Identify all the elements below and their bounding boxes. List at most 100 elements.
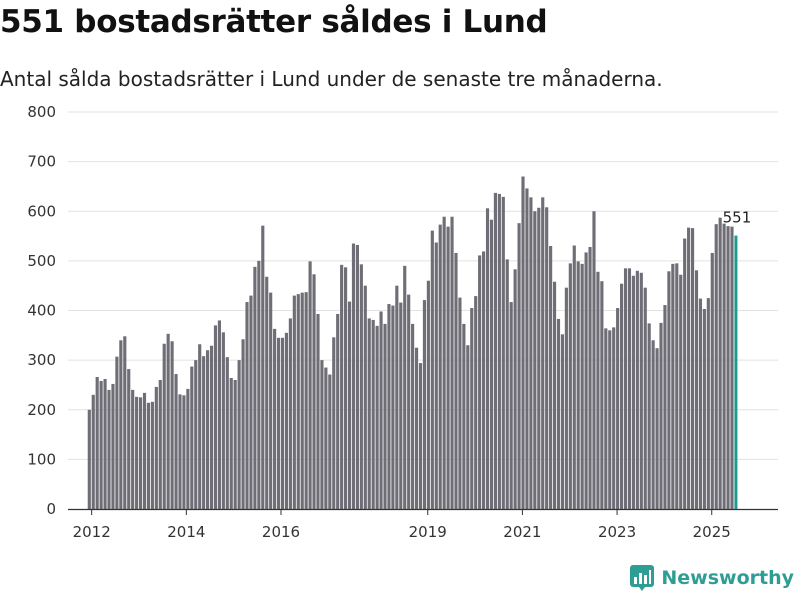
bar — [694, 270, 699, 509]
data-label-latest: 551 — [723, 209, 752, 227]
bar — [91, 394, 95, 509]
bar — [545, 207, 549, 509]
bar — [261, 225, 265, 510]
bar — [482, 251, 486, 510]
newsworthy-logo-icon — [630, 565, 655, 591]
bar — [667, 271, 671, 509]
bar — [107, 389, 111, 509]
bar — [525, 188, 529, 510]
bar — [438, 224, 442, 509]
bar — [675, 263, 679, 509]
bar — [253, 266, 257, 509]
x-tick-label: 2014 — [167, 523, 205, 541]
bar — [300, 292, 304, 509]
bar — [296, 294, 300, 509]
bar — [233, 379, 237, 509]
bar — [612, 327, 616, 509]
bar — [663, 305, 667, 509]
bar — [411, 323, 415, 509]
bar — [119, 340, 123, 509]
bar — [359, 264, 363, 509]
bar — [379, 311, 383, 509]
bar — [142, 392, 147, 509]
bar — [639, 272, 643, 509]
bar — [316, 313, 320, 509]
bar — [616, 308, 620, 509]
bar — [403, 265, 407, 509]
bar — [458, 297, 462, 509]
bar — [647, 323, 651, 509]
bar — [328, 374, 332, 509]
bar — [643, 287, 647, 509]
bar — [418, 363, 423, 509]
bar — [414, 347, 419, 509]
y-tick-label: 0 — [46, 500, 56, 518]
bar — [170, 341, 174, 509]
bar — [375, 325, 379, 509]
bar — [135, 396, 139, 509]
bar — [651, 340, 655, 509]
bar — [541, 197, 545, 510]
bar — [355, 244, 359, 509]
bar — [399, 302, 403, 509]
bar — [631, 275, 635, 509]
bar — [269, 292, 273, 509]
bar-latest — [734, 235, 738, 509]
bar — [304, 292, 308, 509]
y-tick-label: 400 — [27, 302, 56, 320]
bar — [493, 192, 497, 510]
bar — [229, 377, 233, 509]
bar — [371, 319, 375, 509]
bar — [87, 409, 91, 509]
bar — [265, 276, 269, 509]
bar — [702, 309, 706, 509]
bar — [340, 264, 344, 509]
bar — [485, 208, 490, 509]
bar — [604, 328, 608, 509]
bar — [623, 268, 628, 509]
y-tick-label: 200 — [27, 401, 56, 419]
bar — [221, 332, 225, 509]
bar — [347, 301, 352, 509]
annotations: 551 — [723, 209, 752, 227]
bar — [206, 350, 210, 509]
page-subtitle: Antal sålda bostadsrätter i Lund under d… — [0, 67, 663, 91]
bar — [308, 261, 312, 509]
bar — [213, 325, 218, 509]
bar — [111, 383, 115, 509]
x-tick-label: 2019 — [409, 523, 447, 541]
bar — [706, 298, 710, 509]
bar — [442, 216, 446, 510]
bar — [150, 401, 154, 509]
bar — [552, 281, 557, 509]
x-tick-label: 2016 — [262, 523, 300, 541]
bar — [600, 281, 604, 509]
bar — [730, 226, 734, 510]
bar — [324, 367, 328, 509]
bar — [363, 285, 367, 509]
bars — [87, 176, 738, 510]
bar — [568, 263, 572, 509]
bar — [131, 389, 135, 509]
bar — [257, 260, 261, 509]
bar — [430, 230, 434, 509]
bar — [690, 228, 695, 509]
bar — [533, 211, 537, 509]
bar — [470, 308, 474, 509]
bar — [178, 394, 182, 509]
bar — [655, 348, 659, 509]
bar — [584, 252, 588, 509]
brand-name: Newsworthy — [661, 567, 794, 589]
bar — [407, 294, 411, 509]
bar — [588, 246, 592, 510]
bar — [154, 386, 158, 509]
bar — [241, 339, 245, 509]
bar — [95, 376, 99, 509]
bar — [115, 356, 119, 509]
bar — [635, 270, 639, 509]
bar — [478, 255, 482, 509]
bar — [683, 238, 687, 509]
bar — [466, 345, 470, 509]
bar — [513, 269, 517, 509]
